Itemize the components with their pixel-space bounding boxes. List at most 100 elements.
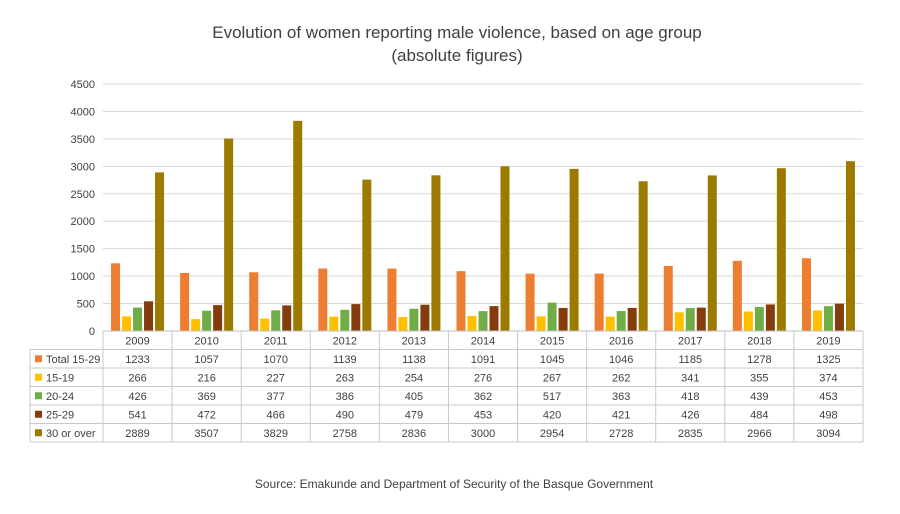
- data-label: 262: [612, 372, 630, 384]
- bar-2018-1: [743, 311, 753, 331]
- bar-2011-4: [293, 120, 303, 331]
- data-label: 1139: [333, 354, 357, 366]
- data-label: 1185: [678, 354, 702, 366]
- bar-2013-3: [420, 304, 430, 331]
- data-label: 405: [405, 391, 423, 403]
- bar-2017-3: [696, 307, 706, 331]
- data-label: 1057: [194, 354, 218, 366]
- data-label: 420: [543, 409, 561, 421]
- bar-2016-0: [594, 273, 604, 331]
- bar-2017-0: [663, 265, 673, 331]
- x-tick-label: 2011: [264, 335, 288, 347]
- y-tick-label: 500: [77, 299, 95, 311]
- y-tick-label: 1500: [71, 244, 95, 256]
- legend-swatch: [35, 429, 42, 437]
- bar-2015-4: [569, 168, 579, 331]
- data-label: 267: [543, 372, 561, 384]
- x-tick-label: 2016: [609, 335, 633, 347]
- bar-2019-3: [834, 303, 844, 331]
- chart-title-line2: (absolute figures): [391, 46, 522, 65]
- data-label: 377: [267, 391, 285, 403]
- bar-2018-2: [754, 306, 764, 331]
- bar-2013-2: [409, 308, 419, 331]
- bar-2009-2: [133, 307, 143, 331]
- bar-2014-2: [478, 311, 488, 331]
- data-label: 1070: [263, 354, 287, 366]
- data-label: 418: [681, 391, 699, 403]
- legend-label: 15-19: [46, 372, 74, 384]
- data-label: 263: [336, 372, 354, 384]
- bar-2010-4: [224, 138, 234, 331]
- bar-2011-0: [249, 272, 259, 331]
- legend-label: Total 15-29: [46, 354, 100, 366]
- bar-2016-4: [638, 181, 648, 331]
- data-label: 276: [474, 372, 492, 384]
- data-label: 479: [405, 409, 423, 421]
- bar-2015-3: [558, 307, 568, 331]
- data-label: 1278: [747, 354, 771, 366]
- bar-2010-2: [202, 310, 212, 331]
- bar-2018-4: [776, 168, 786, 331]
- data-label: 426: [128, 391, 146, 403]
- x-tick-label: 2019: [816, 335, 840, 347]
- bar-2019-1: [812, 310, 822, 331]
- chart-title-line1: Evolution of women reporting male violen…: [212, 23, 702, 42]
- data-label: 1091: [471, 354, 495, 366]
- bar-2014-0: [456, 271, 466, 331]
- data-label: 227: [267, 372, 285, 384]
- data-label: 2728: [609, 428, 633, 440]
- data-label: 466: [267, 409, 285, 421]
- y-tick-label: 1000: [71, 271, 95, 283]
- bar-2012-1: [329, 316, 339, 331]
- legend-label: 20-24: [46, 391, 74, 403]
- data-label: 1138: [402, 354, 426, 366]
- bar-2010-3: [213, 305, 223, 331]
- legend-swatch: [35, 373, 42, 381]
- legend-label: 30 or over: [46, 428, 96, 440]
- x-tick-label: 2009: [125, 335, 149, 347]
- bar-2014-1: [467, 315, 477, 331]
- data-label: 472: [197, 409, 215, 421]
- bar-2014-3: [489, 306, 499, 331]
- legend-swatch: [35, 355, 42, 363]
- data-label: 2758: [333, 428, 357, 440]
- bar-2010-1: [191, 319, 201, 331]
- data-label: 3507: [194, 428, 218, 440]
- data-label: 517: [543, 391, 561, 403]
- source-note: Source: Emakunde and Department of Secur…: [255, 477, 654, 491]
- y-tick-label: 2500: [71, 189, 95, 201]
- data-label: 1325: [816, 354, 840, 366]
- bar-2019-2: [823, 306, 833, 331]
- y-tick-label: 3500: [71, 134, 95, 146]
- bar-2018-3: [765, 304, 775, 331]
- data-label: 453: [474, 409, 492, 421]
- bar-2015-2: [547, 302, 557, 331]
- data-label: 254: [405, 372, 423, 384]
- data-label: 369: [197, 391, 215, 403]
- data-label: 266: [128, 372, 146, 384]
- bar-2015-0: [525, 273, 535, 331]
- bar-2009-3: [144, 301, 154, 331]
- bar-2012-0: [318, 268, 328, 331]
- data-label: 341: [681, 372, 699, 384]
- y-tick-label: 3000: [71, 161, 95, 173]
- data-label: 1046: [609, 354, 633, 366]
- bar-2013-0: [387, 268, 397, 331]
- bar-2011-2: [271, 310, 281, 331]
- bar-2012-3: [351, 304, 361, 331]
- legend-swatch: [35, 410, 42, 418]
- data-label: 484: [750, 409, 768, 421]
- data-label: 498: [819, 409, 837, 421]
- bar-2012-4: [362, 179, 372, 331]
- data-label: 1045: [540, 354, 564, 366]
- x-tick-label: 2015: [540, 335, 564, 347]
- y-axis: 0 500 1000 1500 2000 2500 3000 3500 4000 4500: [71, 79, 95, 338]
- bar-2019-0: [801, 258, 811, 331]
- data-label: 3829: [263, 428, 287, 440]
- data-label: 439: [750, 391, 768, 403]
- bar-2011-1: [260, 318, 270, 331]
- bar-2012-2: [340, 309, 350, 331]
- gridlines: [103, 83, 863, 332]
- data-label: 386: [336, 391, 354, 403]
